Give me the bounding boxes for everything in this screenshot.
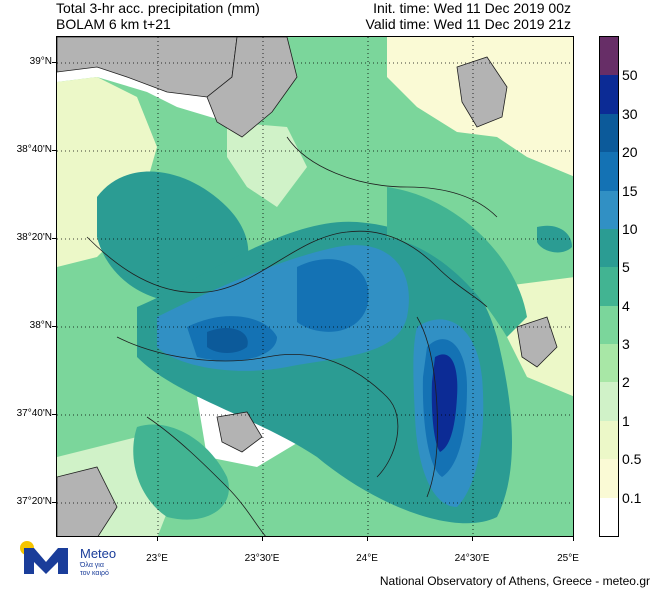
lon-tick-mark — [472, 537, 473, 541]
light-zone-north — [227, 122, 307, 207]
colorbar-swatch — [600, 382, 618, 421]
init-time: Init. time: Wed 11 Dec 2019 00z — [373, 0, 571, 16]
core-east — [431, 354, 458, 452]
lat-label: 38°N — [29, 320, 52, 331]
coastline-north — [86, 230, 488, 308]
colorbar-label: 30 — [622, 105, 638, 122]
valid-time: Valid time: Wed 11 Dec 2019 21z — [365, 16, 571, 32]
colorbar-swatch — [600, 37, 618, 76]
land-northeast — [206, 37, 298, 138]
island-south — [216, 411, 263, 453]
precipitation-map[interactable] — [56, 36, 574, 537]
colorbar-label: 1 — [622, 412, 630, 429]
footer-credit: National Observatory of Athens, Greece -… — [379, 574, 650, 588]
colorbar-swatch — [600, 228, 618, 268]
lon-tick-mark — [573, 537, 574, 541]
meteo-logo-mark — [20, 541, 68, 574]
meteo-brand: Meteo — [80, 546, 117, 561]
lat-tick-mark — [52, 414, 56, 415]
lon-label: 23°30'E — [244, 553, 280, 564]
rain-band-southwest — [133, 424, 229, 520]
coastline-gulf — [116, 336, 399, 478]
colorbar-swatch — [600, 459, 618, 498]
core-west — [207, 327, 248, 353]
colorbar-swatch — [600, 267, 618, 306]
map-title: Total 3-hr acc. precipitation (mm) — [56, 0, 260, 16]
lat-label: 38°20'N — [16, 232, 52, 243]
colorbar-swatch — [600, 75, 618, 114]
lon-tick-mark — [262, 537, 263, 541]
meteo-tagline-2: τον καιρό — [80, 570, 109, 577]
colorbar — [599, 36, 619, 537]
lat-label: 37°20'N — [16, 496, 52, 507]
lon-tick-mark — [157, 537, 158, 541]
lat-label: 37°40'N — [16, 408, 52, 419]
colorbar-label: 5 — [622, 259, 630, 276]
colorbar-swatch — [600, 305, 618, 344]
colorbar-label: 0.1 — [622, 489, 642, 506]
colorbar-label: 0.5 — [622, 451, 642, 468]
lat-tick-mark — [52, 150, 56, 151]
lon-label: 25°E — [557, 553, 579, 564]
lon-label: 24°30'E — [454, 553, 490, 564]
colorbar-label: 15 — [622, 182, 638, 199]
coastline-south — [146, 416, 266, 536]
lat-label: 39°N — [29, 56, 52, 67]
rain-cell-east — [537, 225, 572, 253]
intense-rain-north — [297, 259, 369, 332]
lat-tick-mark — [52, 502, 56, 503]
lat-tick-mark — [52, 62, 56, 63]
colorbar-label: 3 — [622, 336, 630, 353]
colorbar-swatch — [600, 190, 618, 229]
meteo-tagline-1: Όλα για — [80, 562, 104, 569]
colorbar-label: 20 — [622, 144, 638, 161]
colorbar-label: 4 — [622, 297, 630, 314]
lat-tick-mark — [52, 326, 56, 327]
rain-band-northeast — [387, 187, 527, 337]
island-northeast — [456, 56, 508, 128]
colorbar-swatch — [600, 497, 618, 536]
lon-label: 23°E — [146, 553, 168, 564]
colorbar-swatch — [600, 152, 618, 191]
colorbar-label: 10 — [622, 220, 638, 237]
lat-tick-mark — [52, 238, 56, 239]
colorbar-swatch — [600, 420, 618, 460]
colorbar-label: 50 — [622, 67, 638, 84]
map-canvas — [57, 37, 573, 536]
rain-band-west — [97, 171, 249, 303]
lon-tick-mark — [367, 537, 368, 541]
lon-label: 24°E — [356, 553, 378, 564]
land-southwest — [57, 466, 118, 536]
colorbar-swatch — [600, 113, 618, 153]
coastline-island — [416, 316, 438, 498]
island-east — [516, 316, 558, 368]
colorbar-label: 2 — [622, 374, 630, 391]
model-subtitle: BOLAM 6 km t+21 — [56, 16, 171, 32]
meteo-logo: Meteo Όλα για τον καιρό — [18, 540, 128, 580]
lat-label: 38°40'N — [16, 144, 52, 155]
coastline-northeast — [286, 136, 498, 218]
colorbar-swatch — [600, 344, 618, 383]
